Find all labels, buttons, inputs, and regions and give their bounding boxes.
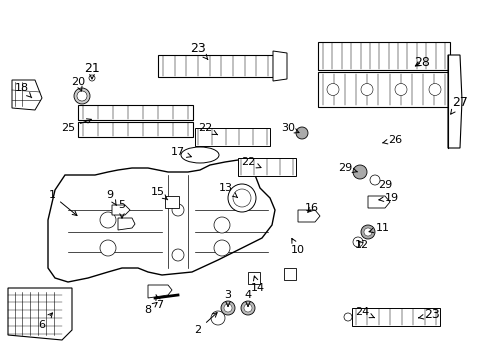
Circle shape (244, 304, 251, 312)
Polygon shape (112, 205, 130, 215)
Circle shape (360, 225, 374, 239)
Text: 25: 25 (61, 119, 91, 133)
Text: 17: 17 (171, 147, 191, 157)
Text: 21: 21 (84, 62, 100, 79)
Circle shape (214, 240, 229, 256)
Polygon shape (367, 196, 389, 208)
Polygon shape (12, 80, 42, 110)
Polygon shape (272, 51, 286, 81)
Bar (317, 72, 449, 107)
Polygon shape (8, 288, 72, 340)
Text: 19: 19 (378, 193, 398, 203)
Circle shape (172, 204, 183, 216)
Text: 28: 28 (413, 55, 429, 68)
Text: 26: 26 (382, 135, 401, 145)
Circle shape (89, 75, 95, 81)
Circle shape (241, 301, 254, 315)
Circle shape (77, 91, 87, 101)
Circle shape (172, 249, 183, 261)
Circle shape (100, 212, 116, 228)
Circle shape (227, 184, 256, 212)
Ellipse shape (181, 147, 219, 163)
Circle shape (352, 237, 362, 247)
Bar (284, 268, 295, 280)
Circle shape (210, 311, 224, 325)
Text: 30: 30 (281, 123, 298, 133)
Text: 29: 29 (377, 180, 391, 190)
Polygon shape (48, 160, 274, 282)
Circle shape (326, 84, 338, 95)
Text: 12: 12 (354, 240, 368, 250)
Text: 1: 1 (48, 190, 77, 216)
Text: 4: 4 (244, 290, 251, 306)
Circle shape (363, 228, 371, 236)
Text: 5: 5 (118, 200, 125, 218)
Circle shape (352, 165, 366, 179)
Text: 16: 16 (305, 203, 318, 213)
Text: 23: 23 (190, 41, 207, 59)
Circle shape (232, 189, 250, 207)
Text: 14: 14 (250, 276, 264, 293)
Text: 9: 9 (106, 190, 116, 205)
Circle shape (295, 127, 307, 139)
Text: 8: 8 (144, 302, 157, 315)
Polygon shape (148, 285, 172, 298)
Text: 22: 22 (198, 123, 217, 135)
Circle shape (428, 84, 440, 95)
Text: 7: 7 (156, 294, 163, 310)
Text: 27: 27 (450, 95, 467, 114)
Text: 23: 23 (418, 309, 439, 321)
Circle shape (394, 84, 406, 95)
Bar (317, 42, 449, 70)
Circle shape (100, 240, 116, 256)
Text: 24: 24 (354, 307, 374, 318)
Text: 10: 10 (290, 238, 305, 255)
Bar (351, 308, 439, 326)
Circle shape (343, 313, 351, 321)
Bar (158, 55, 272, 77)
Bar (164, 196, 179, 208)
Bar (78, 105, 193, 120)
Text: 11: 11 (368, 223, 389, 233)
Circle shape (224, 304, 231, 312)
Text: 2: 2 (194, 312, 217, 335)
Text: 3: 3 (224, 290, 231, 306)
Circle shape (214, 217, 229, 233)
Polygon shape (118, 218, 135, 230)
Circle shape (74, 88, 90, 104)
Text: 29: 29 (337, 163, 357, 173)
Circle shape (369, 175, 379, 185)
Text: 15: 15 (151, 187, 167, 200)
Circle shape (221, 301, 235, 315)
Text: 22: 22 (241, 157, 261, 168)
Polygon shape (297, 210, 319, 222)
Polygon shape (447, 55, 461, 148)
Text: 13: 13 (219, 183, 237, 198)
Circle shape (360, 84, 372, 95)
Bar (78, 122, 193, 137)
Bar (238, 158, 295, 176)
Text: 6: 6 (39, 313, 52, 330)
Bar (195, 128, 269, 146)
Text: 20: 20 (71, 77, 85, 91)
Bar (247, 272, 260, 284)
Text: 18: 18 (15, 83, 32, 98)
